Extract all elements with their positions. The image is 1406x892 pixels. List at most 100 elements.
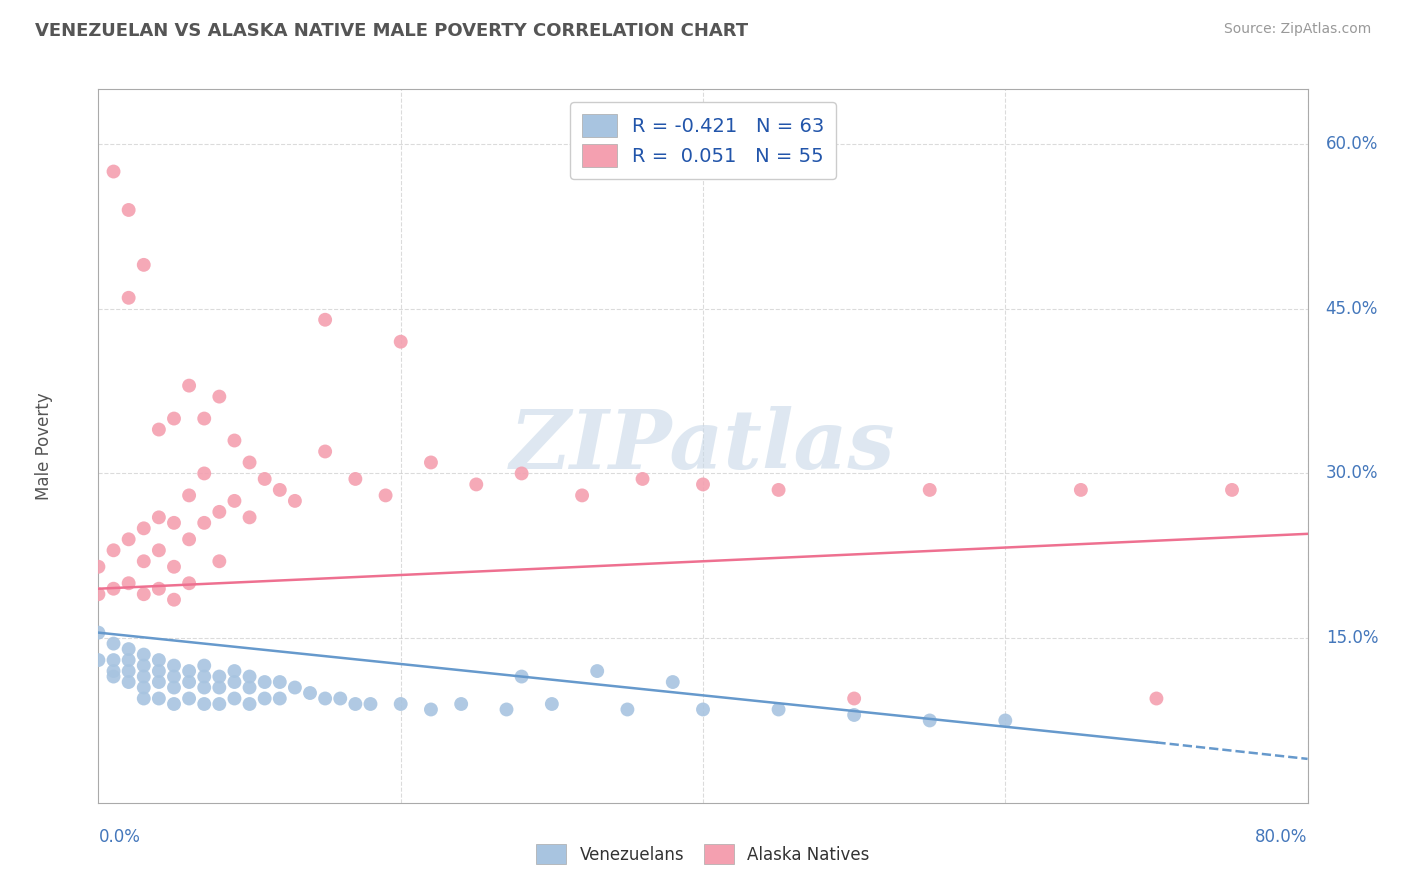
- Point: [103, 669, 125, 683]
- Text: 45.0%: 45.0%: [1326, 300, 1378, 318]
- Point: [1220, 483, 1243, 497]
- Point: [374, 488, 396, 502]
- Legend: Venezuelans, Alaska Natives: Venezuelans, Alaska Natives: [530, 838, 876, 871]
- Point: [208, 681, 231, 695]
- Point: [692, 702, 714, 716]
- Point: [661, 675, 683, 690]
- Point: [132, 669, 155, 683]
- Point: [314, 312, 336, 326]
- Point: [918, 483, 941, 497]
- Point: [118, 675, 141, 690]
- Point: [163, 658, 186, 673]
- Point: [132, 258, 155, 272]
- Point: [132, 658, 155, 673]
- Point: [253, 675, 276, 690]
- Point: [177, 378, 201, 392]
- Point: [118, 664, 141, 678]
- Point: [177, 488, 201, 502]
- Point: [768, 483, 790, 497]
- Point: [208, 669, 231, 683]
- Point: [208, 697, 231, 711]
- Text: 80.0%: 80.0%: [1256, 828, 1308, 846]
- Point: [163, 697, 186, 711]
- Point: [87, 587, 110, 601]
- Point: [132, 648, 155, 662]
- Point: [314, 444, 336, 458]
- Point: [360, 697, 382, 711]
- Point: [918, 714, 941, 728]
- Point: [844, 691, 866, 706]
- Point: [510, 467, 533, 481]
- Text: 0.0%: 0.0%: [98, 828, 141, 846]
- Point: [193, 697, 215, 711]
- Point: [118, 291, 141, 305]
- Point: [239, 455, 262, 469]
- Point: [389, 697, 412, 711]
- Point: [269, 675, 291, 690]
- Text: 30.0%: 30.0%: [1326, 465, 1378, 483]
- Point: [224, 664, 246, 678]
- Point: [148, 653, 170, 667]
- Point: [419, 455, 441, 469]
- Text: 15.0%: 15.0%: [1326, 629, 1378, 647]
- Point: [148, 423, 170, 437]
- Point: [224, 434, 246, 448]
- Point: [284, 494, 307, 508]
- Point: [103, 164, 125, 178]
- Point: [253, 472, 276, 486]
- Point: [994, 714, 1017, 728]
- Point: [148, 582, 170, 596]
- Point: [465, 477, 488, 491]
- Point: [193, 658, 215, 673]
- Point: [177, 675, 201, 690]
- Point: [118, 202, 141, 217]
- Point: [118, 576, 141, 591]
- Point: [450, 697, 472, 711]
- Point: [193, 669, 215, 683]
- Point: [208, 554, 231, 568]
- Point: [389, 334, 412, 349]
- Point: [193, 411, 215, 425]
- Text: Male Poverty: Male Poverty: [35, 392, 53, 500]
- Text: VENEZUELAN VS ALASKA NATIVE MALE POVERTY CORRELATION CHART: VENEZUELAN VS ALASKA NATIVE MALE POVERTY…: [35, 22, 748, 40]
- Point: [132, 587, 155, 601]
- Point: [148, 664, 170, 678]
- Point: [571, 488, 593, 502]
- Point: [118, 642, 141, 657]
- Legend: R = -0.421   N = 63, R =  0.051   N = 55: R = -0.421 N = 63, R = 0.051 N = 55: [569, 103, 837, 178]
- Point: [87, 625, 110, 640]
- Point: [193, 681, 215, 695]
- Point: [239, 510, 262, 524]
- Point: [616, 702, 638, 716]
- Point: [510, 669, 533, 683]
- Point: [163, 669, 186, 683]
- Point: [269, 483, 291, 497]
- Point: [419, 702, 441, 716]
- Point: [284, 681, 307, 695]
- Point: [586, 664, 609, 678]
- Text: Source: ZipAtlas.com: Source: ZipAtlas.com: [1223, 22, 1371, 37]
- Point: [177, 691, 201, 706]
- Point: [224, 494, 246, 508]
- Point: [768, 702, 790, 716]
- Point: [844, 708, 866, 723]
- Point: [1144, 691, 1167, 706]
- Point: [193, 467, 215, 481]
- Point: [692, 477, 714, 491]
- Point: [132, 681, 155, 695]
- Point: [344, 472, 367, 486]
- Point: [177, 576, 201, 591]
- Point: [177, 664, 201, 678]
- Point: [118, 653, 141, 667]
- Point: [103, 543, 125, 558]
- Point: [163, 559, 186, 574]
- Point: [148, 675, 170, 690]
- Point: [148, 510, 170, 524]
- Point: [239, 669, 262, 683]
- Point: [224, 691, 246, 706]
- Point: [132, 554, 155, 568]
- Point: [631, 472, 654, 486]
- Point: [87, 653, 110, 667]
- Point: [163, 681, 186, 695]
- Point: [239, 697, 262, 711]
